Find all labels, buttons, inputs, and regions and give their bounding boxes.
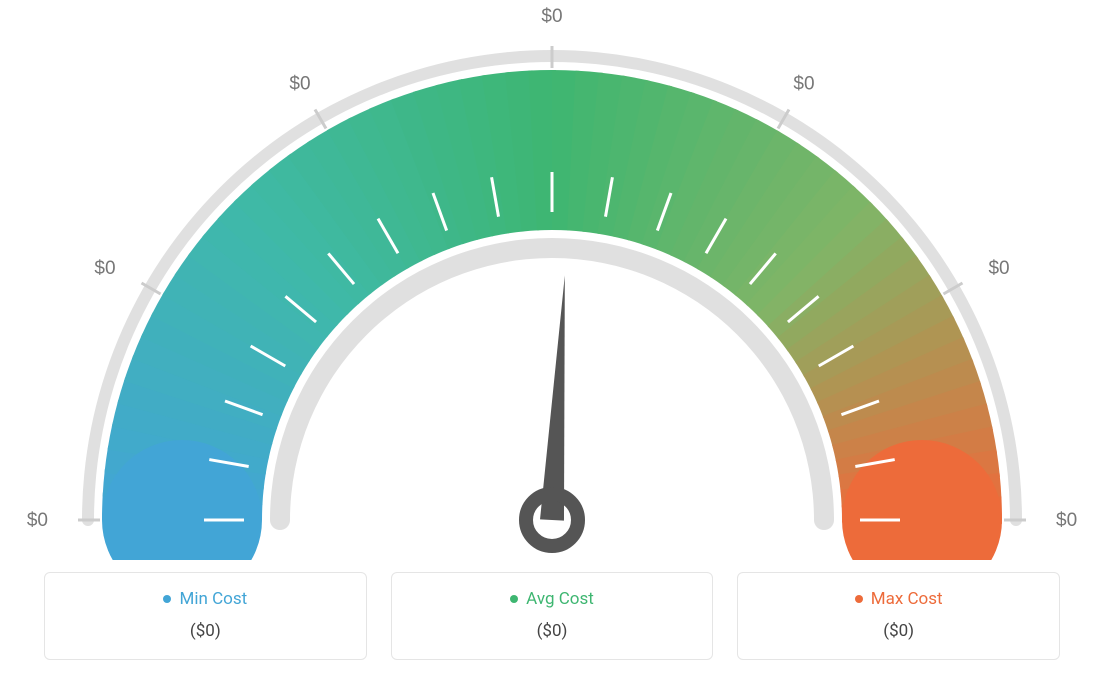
svg-text:$0: $0 <box>988 258 1009 279</box>
cost-gauge-widget: $0 $0 $0 $0 $0 $0 $0 Min Cost ($0) Avg Cost ($… <box>0 0 1104 690</box>
legend-min-dot <box>163 595 171 603</box>
legend-min-value: ($0) <box>57 621 354 641</box>
legend-avg-dot <box>510 595 518 603</box>
svg-text:$0: $0 <box>793 74 814 95</box>
legend-min-text: Min Cost <box>179 589 247 609</box>
legend-max: Max Cost ($0) <box>737 572 1060 660</box>
legend-avg: Avg Cost ($0) <box>391 572 714 660</box>
legend-min: Min Cost ($0) <box>44 572 367 660</box>
legend-row: Min Cost ($0) Avg Cost ($0) Max Cost ($0… <box>44 572 1060 660</box>
legend-max-value: ($0) <box>750 621 1047 641</box>
legend-avg-text: Avg Cost <box>526 589 594 609</box>
svg-text:$0: $0 <box>27 510 48 531</box>
svg-text:$0: $0 <box>94 258 115 279</box>
legend-avg-label: Avg Cost <box>404 589 701 609</box>
svg-text:$0: $0 <box>289 74 310 95</box>
legend-avg-value: ($0) <box>404 621 701 641</box>
gauge-chart: $0 $0 $0 $0 $0 $0 $0 <box>0 0 1104 560</box>
legend-min-label: Min Cost <box>57 589 354 609</box>
svg-text:$0: $0 <box>541 6 562 27</box>
legend-max-label: Max Cost <box>750 589 1047 609</box>
svg-text:$0: $0 <box>1056 510 1077 531</box>
legend-max-dot <box>855 595 863 603</box>
legend-max-text: Max Cost <box>871 589 943 609</box>
